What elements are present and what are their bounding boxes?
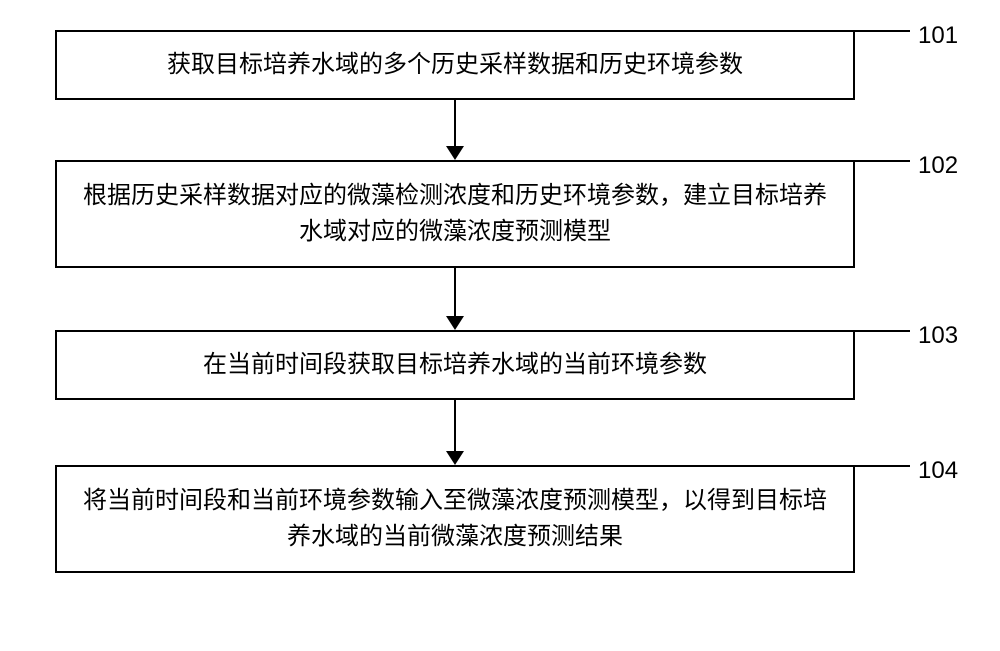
flowchart-step-text: 在当前时间段获取目标培养水域的当前环境参数 — [203, 347, 707, 383]
flowchart-arrow — [435, 268, 475, 330]
label-leader-line — [855, 465, 910, 467]
flowchart-step-text: 根据历史采样数据对应的微藻检测浓度和历史环境参数，建立目标培养水域对应的微藻浓度… — [77, 178, 833, 250]
flowchart-step-104: 将当前时间段和当前环境参数输入至微藻浓度预测模型，以得到目标培养水域的当前微藻浓… — [55, 465, 855, 573]
flowchart-step-text: 将当前时间段和当前环境参数输入至微藻浓度预测模型，以得到目标培养水域的当前微藻浓… — [77, 483, 833, 555]
flowchart-step-label: 102 — [918, 152, 958, 180]
label-leader-line — [855, 30, 910, 32]
flowchart-arrow — [435, 100, 475, 160]
flowchart-step-text: 获取目标培养水域的多个历史采样数据和历史环境参数 — [167, 47, 743, 83]
flowchart-step-label: 101 — [918, 22, 958, 50]
flowchart-arrow — [435, 400, 475, 465]
flowchart-step-103: 在当前时间段获取目标培养水域的当前环境参数 — [55, 330, 855, 400]
flowchart-step-102: 根据历史采样数据对应的微藻检测浓度和历史环境参数，建立目标培养水域对应的微藻浓度… — [55, 160, 855, 268]
label-leader-line — [855, 330, 910, 332]
label-leader-line — [855, 160, 910, 162]
flowchart-step-label: 104 — [918, 457, 958, 485]
flowchart-step-label: 103 — [918, 322, 958, 350]
flowchart-step-101: 获取目标培养水域的多个历史采样数据和历史环境参数 — [55, 30, 855, 100]
